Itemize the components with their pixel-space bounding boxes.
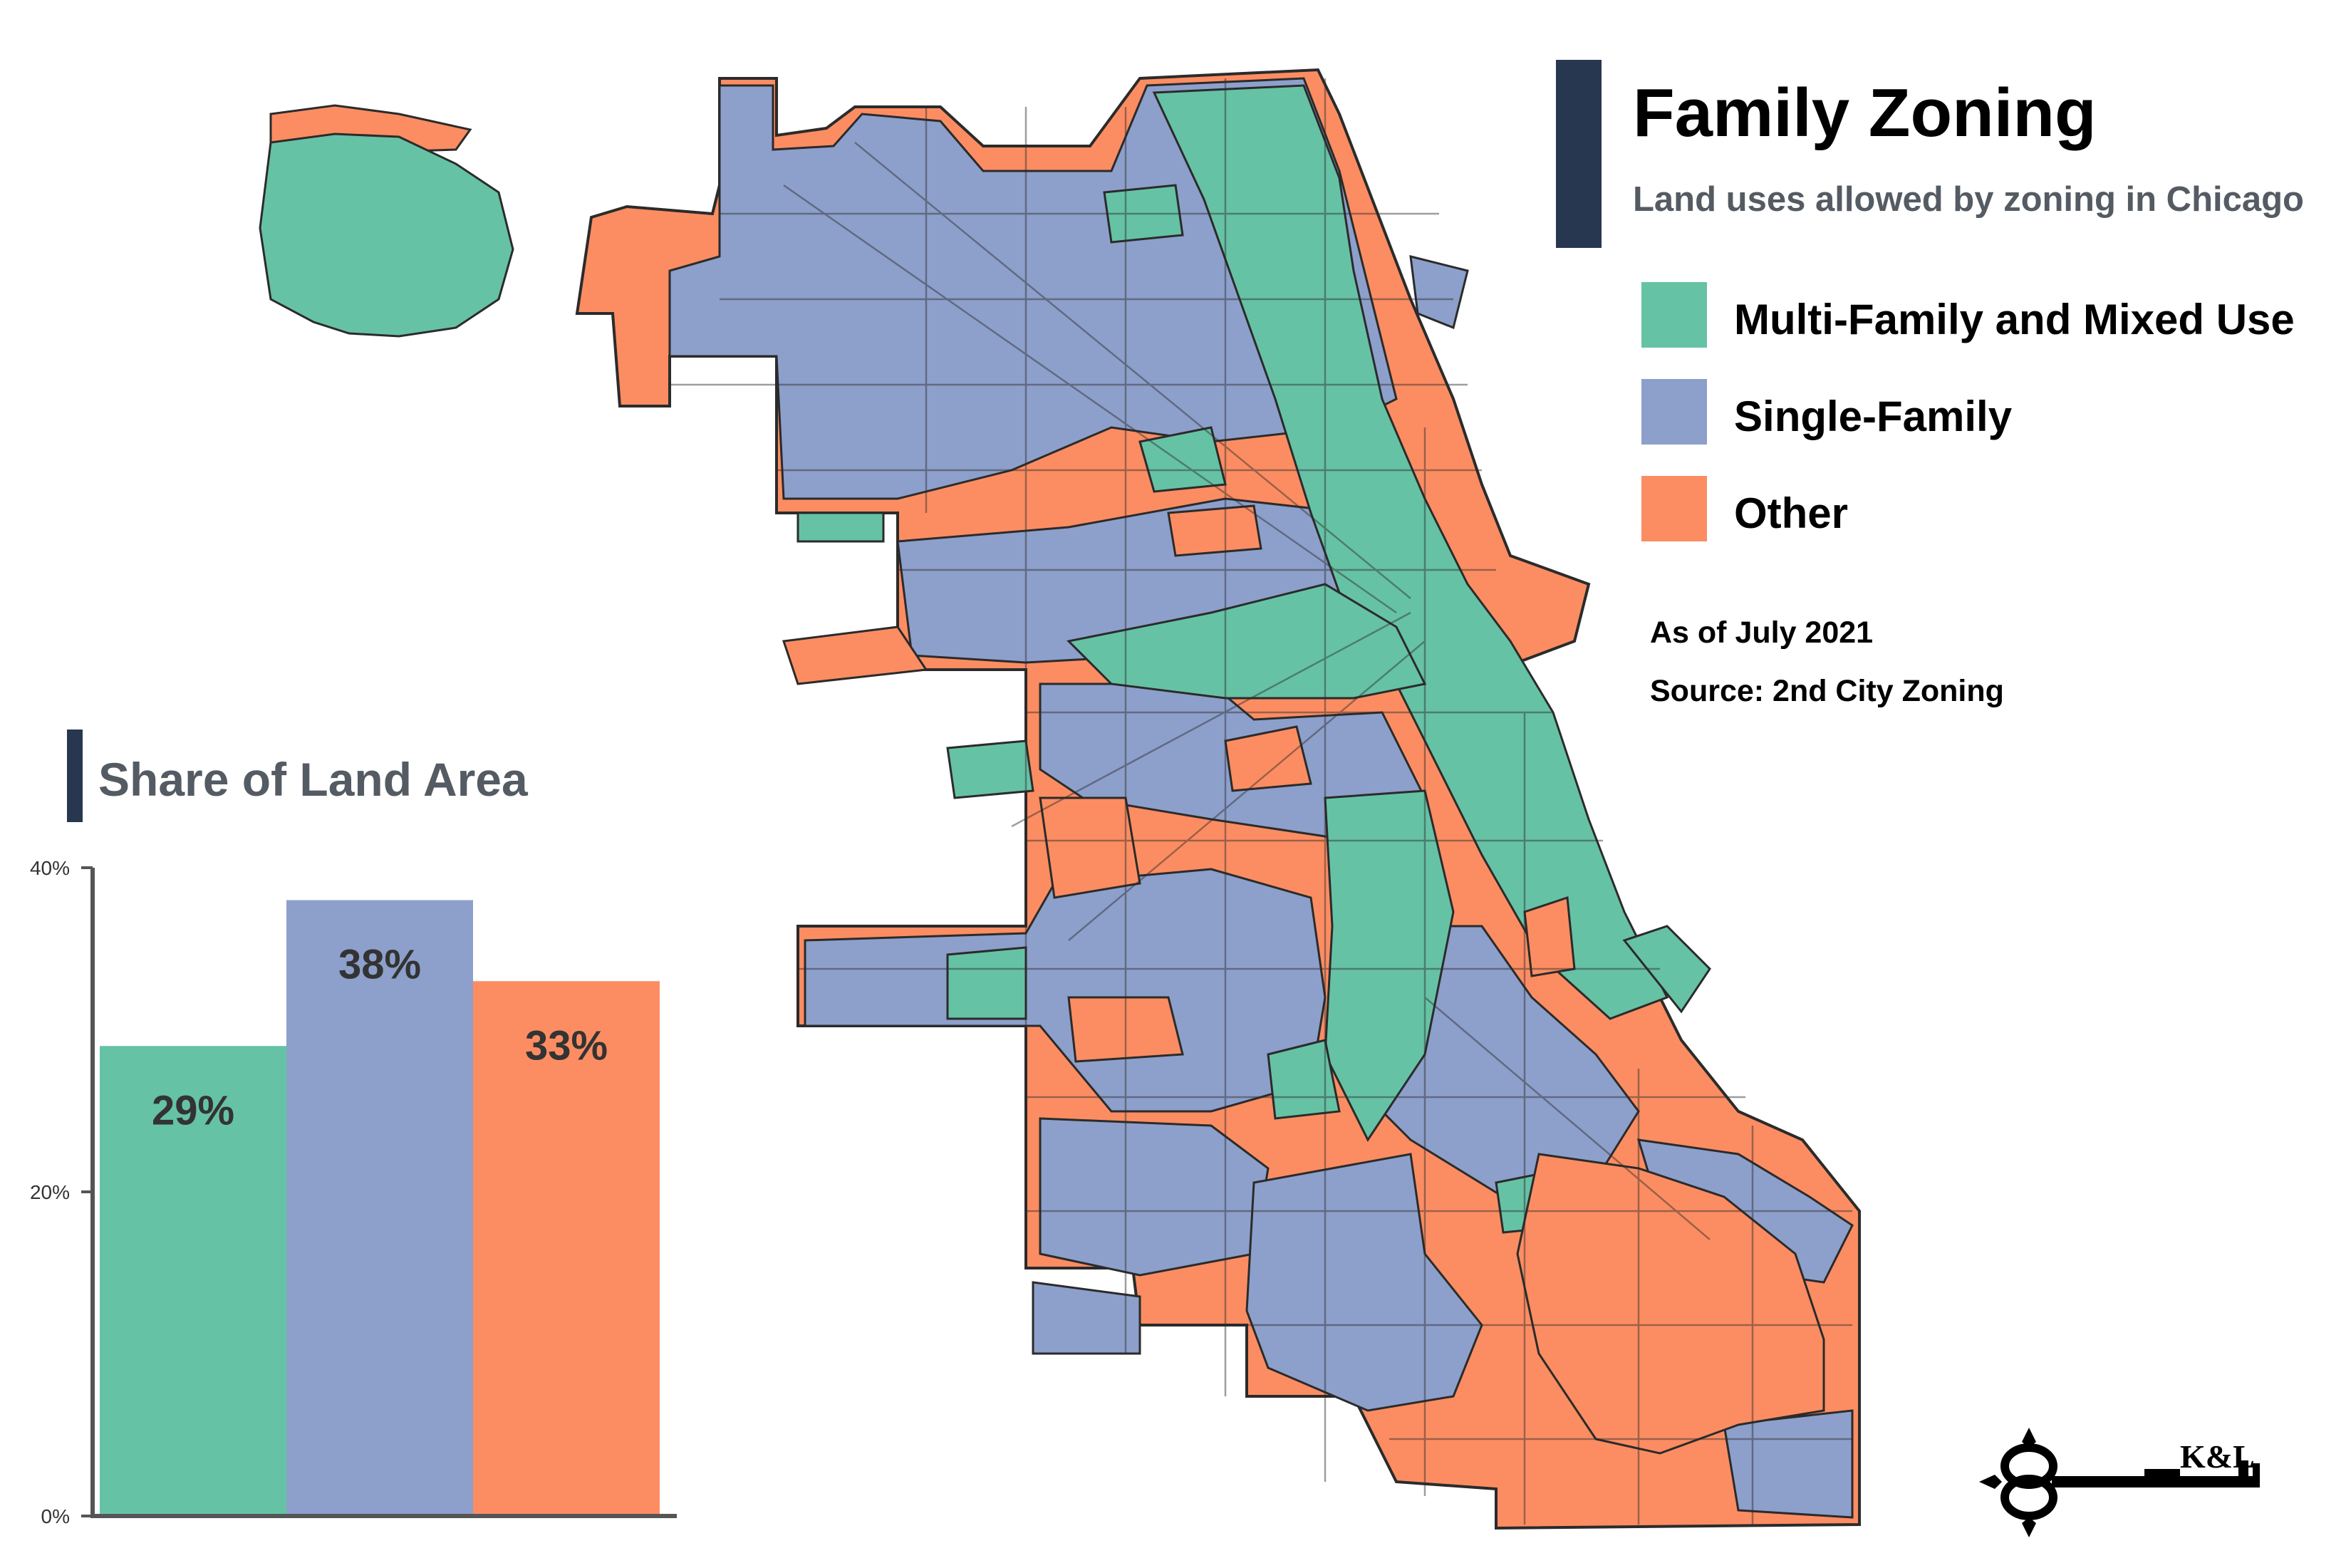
- chart-data-label: 29%: [152, 1087, 234, 1133]
- chart-bar: [286, 900, 473, 1516]
- chart-y-tick-label: 20%: [30, 1181, 70, 1203]
- source-note: Source: 2nd City Zoning: [1650, 674, 2004, 708]
- as-of-note: As of July 2021: [1650, 616, 1874, 650]
- chart-data-label: 38%: [338, 942, 421, 988]
- title-accent-bar: [1556, 60, 1602, 248]
- share-of-land-area-chart: 29% 38% 33% 0% 20% 40%: [30, 857, 677, 1527]
- logo-text: K&L: [2180, 1438, 2255, 1475]
- legend-swatch: [1641, 476, 1707, 541]
- chart-title: Share of Land Area: [98, 753, 528, 806]
- page-subtitle: Land uses allowed by zoning in Chicago: [1633, 180, 2304, 219]
- map-multi-family-layer: [259, 84, 1711, 1234]
- legend-label: Single-Family: [1734, 393, 2013, 440]
- chart-bar: [473, 981, 660, 1516]
- chart-y-tick-label: 40%: [30, 857, 70, 879]
- chart-y-tick-label: 0%: [41, 1505, 70, 1527]
- legend-label: Other: [1734, 489, 1849, 537]
- map-other-overlay-layer: [782, 504, 1825, 1455]
- legend-swatch: [1641, 379, 1707, 445]
- chart-data-label: 33%: [525, 1022, 608, 1069]
- chicago-zoning-map: [259, 68, 1861, 1530]
- map-street-grid: [670, 78, 1852, 1525]
- legend-swatch: [1641, 282, 1707, 348]
- legend-label: Multi-Family and Mixed Use: [1734, 296, 2295, 343]
- key-icon: [1979, 1428, 2260, 1537]
- page-title: Family Zoning: [1633, 75, 2097, 151]
- chart-bar: [100, 1046, 286, 1516]
- chart-title-accent-bar: [67, 730, 83, 822]
